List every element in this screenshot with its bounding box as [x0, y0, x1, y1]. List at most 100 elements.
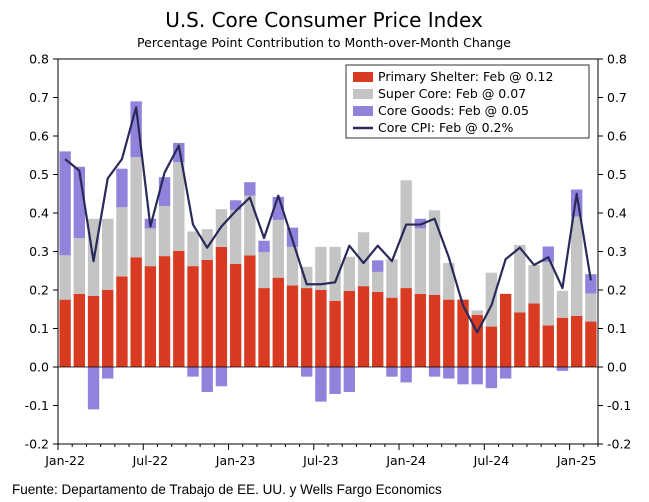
x-tick-label: Jan-22 [44, 453, 85, 468]
bar-supercore-2023-10 [357, 232, 370, 287]
x-tick-label: Jul-24 [473, 453, 510, 468]
bar-shelter-2023-03 [258, 288, 270, 367]
bar-shelter-2024-02 [414, 293, 427, 367]
bar-shelter-2022-03 [87, 295, 100, 367]
bar-shelter-2024-11 [542, 325, 554, 367]
y-tick-label-right: 0.0 [607, 360, 627, 375]
bar-shelter-2023-05 [286, 285, 299, 367]
bars-layer [59, 101, 597, 410]
bar-goods-2024-12 [556, 367, 569, 371]
y-axis-left: -0.2 -0.1 0.0 0.1 0.2 0.3 0.4 0.5 0.6 0.7 0.8 [25, 52, 58, 452]
bar-shelter-2022-09 [173, 250, 185, 367]
bar-shelter-2022-12 [215, 246, 228, 367]
bar-supercore-2022-04 [102, 218, 114, 290]
bar-shelter-2024-04 [443, 299, 455, 368]
bar-supercore-2022-02 [73, 238, 85, 294]
bar-shelter-2023-02 [244, 255, 256, 367]
bar-supercore-2023-09 [343, 256, 355, 291]
bar-supercore-2024-11 [542, 261, 554, 326]
bar-shelter-2022-07 [144, 266, 157, 367]
core-cpi-line [64, 106, 592, 334]
y-tick-label-left: 0.5 [29, 167, 49, 182]
y-tick-label-right: -0.1 [607, 398, 631, 413]
bar-goods-2024-11 [542, 246, 554, 262]
bar-shelter-2022-10 [187, 266, 199, 367]
bar-supercore-2023-01 [229, 209, 242, 264]
bar-shelter-2022-04 [102, 290, 114, 367]
chart-subtitle: Percentage Point Contribution to Month-o… [137, 35, 511, 50]
bar-goods-2022-02 [73, 166, 85, 239]
bar-shelter-2023-08 [329, 300, 341, 367]
bar-shelter-2024-07 [485, 326, 498, 367]
bar-supercore-2024-02 [414, 228, 427, 294]
bar-supercore-2023-12 [386, 259, 398, 298]
bar-supercore-2022-10 [187, 231, 199, 267]
y-tick-label-left: 0.8 [29, 52, 49, 67]
bar-goods-2023-03 [258, 240, 270, 253]
source-note: Fuente: Departamento de Trabajo de EE. U… [12, 482, 442, 497]
bar-goods-2022-01 [59, 151, 71, 256]
y-tick-label-left: 0.1 [29, 321, 49, 336]
bar-supercore-2024-10 [528, 264, 540, 304]
y-tick-label-left: 0.2 [29, 283, 49, 298]
bar-goods-2022-05 [116, 168, 128, 208]
bar-goods-2023-11 [372, 260, 384, 272]
bar-shelter-2023-10 [357, 286, 370, 367]
bar-supercore-2023-03 [258, 252, 270, 289]
bar-shelter-2024-03 [428, 295, 441, 367]
bar-supercore-2023-11 [372, 271, 384, 292]
bar-shelter-2024-09 [514, 312, 526, 367]
legend-label-core-goods: Core Goods: Feb @ 0.05 [378, 103, 529, 118]
bar-goods-2023-07 [315, 367, 327, 402]
bar-supercore-2024-03 [428, 210, 441, 296]
bar-goods-2024-05 [457, 367, 469, 385]
legend: Primary Shelter: Feb @ 0.12 Super Core: … [345, 64, 590, 139]
bar-supercore-2025-02 [585, 293, 597, 322]
y-tick-label-left: 0.7 [29, 90, 49, 105]
x-axis: Jan-22 Jul-22 Jan-23 Jul-23 Jan-24 Jul-24 Jan-… [44, 444, 599, 468]
bar-goods-2022-04 [102, 367, 114, 379]
legend-box [345, 64, 590, 139]
bar-goods-2023-09 [343, 367, 355, 393]
bar-shelter-2025-01 [571, 315, 583, 367]
bar-goods-2024-03 [428, 367, 441, 377]
bar-goods-2022-03 [87, 367, 100, 410]
y-tick-label-right: 0.5 [607, 167, 627, 182]
bar-goods-2025-02 [585, 274, 597, 294]
bar-goods-2024-01 [400, 367, 412, 383]
legend-label-core-cpi: Core CPI: Feb @ 0.2% [378, 120, 513, 135]
bar-shelter-2022-02 [73, 293, 85, 367]
bar-supercore-2022-11 [201, 229, 213, 260]
bar-shelter-2022-01 [59, 299, 71, 368]
y-axis-right: -0.2 -0.1 0.0 0.1 0.2 0.3 0.4 0.5 0.6 0.7 0.8 [598, 52, 631, 452]
bar-goods-2024-06 [471, 367, 483, 385]
bar-goods-2023-06 [301, 367, 313, 377]
bar-goods-2022-11 [201, 367, 213, 393]
y-tick-label-left: 0.4 [29, 206, 49, 221]
bar-shelter-2023-04 [272, 277, 284, 367]
bar-supercore-2024-01 [400, 180, 412, 289]
bar-shelter-2023-09 [343, 290, 355, 367]
x-tick-label: Jul-22 [132, 453, 169, 468]
y-tick-label-right: 0.7 [607, 90, 627, 105]
legend-label-primary-shelter: Primary Shelter: Feb @ 0.12 [378, 69, 553, 84]
bar-supercore-2024-12 [556, 290, 569, 318]
chart-title: U.S. Core Consumer Price Index [165, 8, 483, 32]
bar-shelter-2024-05 [457, 299, 469, 368]
y-tick-label-right: 0.2 [607, 283, 627, 298]
bar-shelter-2023-11 [372, 291, 384, 367]
legend-label-super-core: Super Core: Feb @ 0.07 [378, 86, 526, 101]
legend-swatch-core-goods [353, 106, 373, 116]
bar-supercore-2022-06 [130, 157, 142, 258]
bar-shelter-2024-10 [528, 303, 540, 367]
bar-goods-2022-06 [130, 101, 142, 158]
bar-supercore-2022-09 [173, 162, 185, 251]
y-tick-label-left: 0.0 [29, 360, 49, 375]
x-tick-label: Jul-23 [302, 453, 339, 468]
bar-shelter-2022-08 [158, 256, 171, 367]
bar-supercore-2023-02 [244, 195, 256, 256]
bar-supercore-2024-04 [443, 263, 455, 300]
y-tick-label-left: -0.1 [25, 398, 49, 413]
bar-shelter-2024-01 [400, 288, 412, 367]
